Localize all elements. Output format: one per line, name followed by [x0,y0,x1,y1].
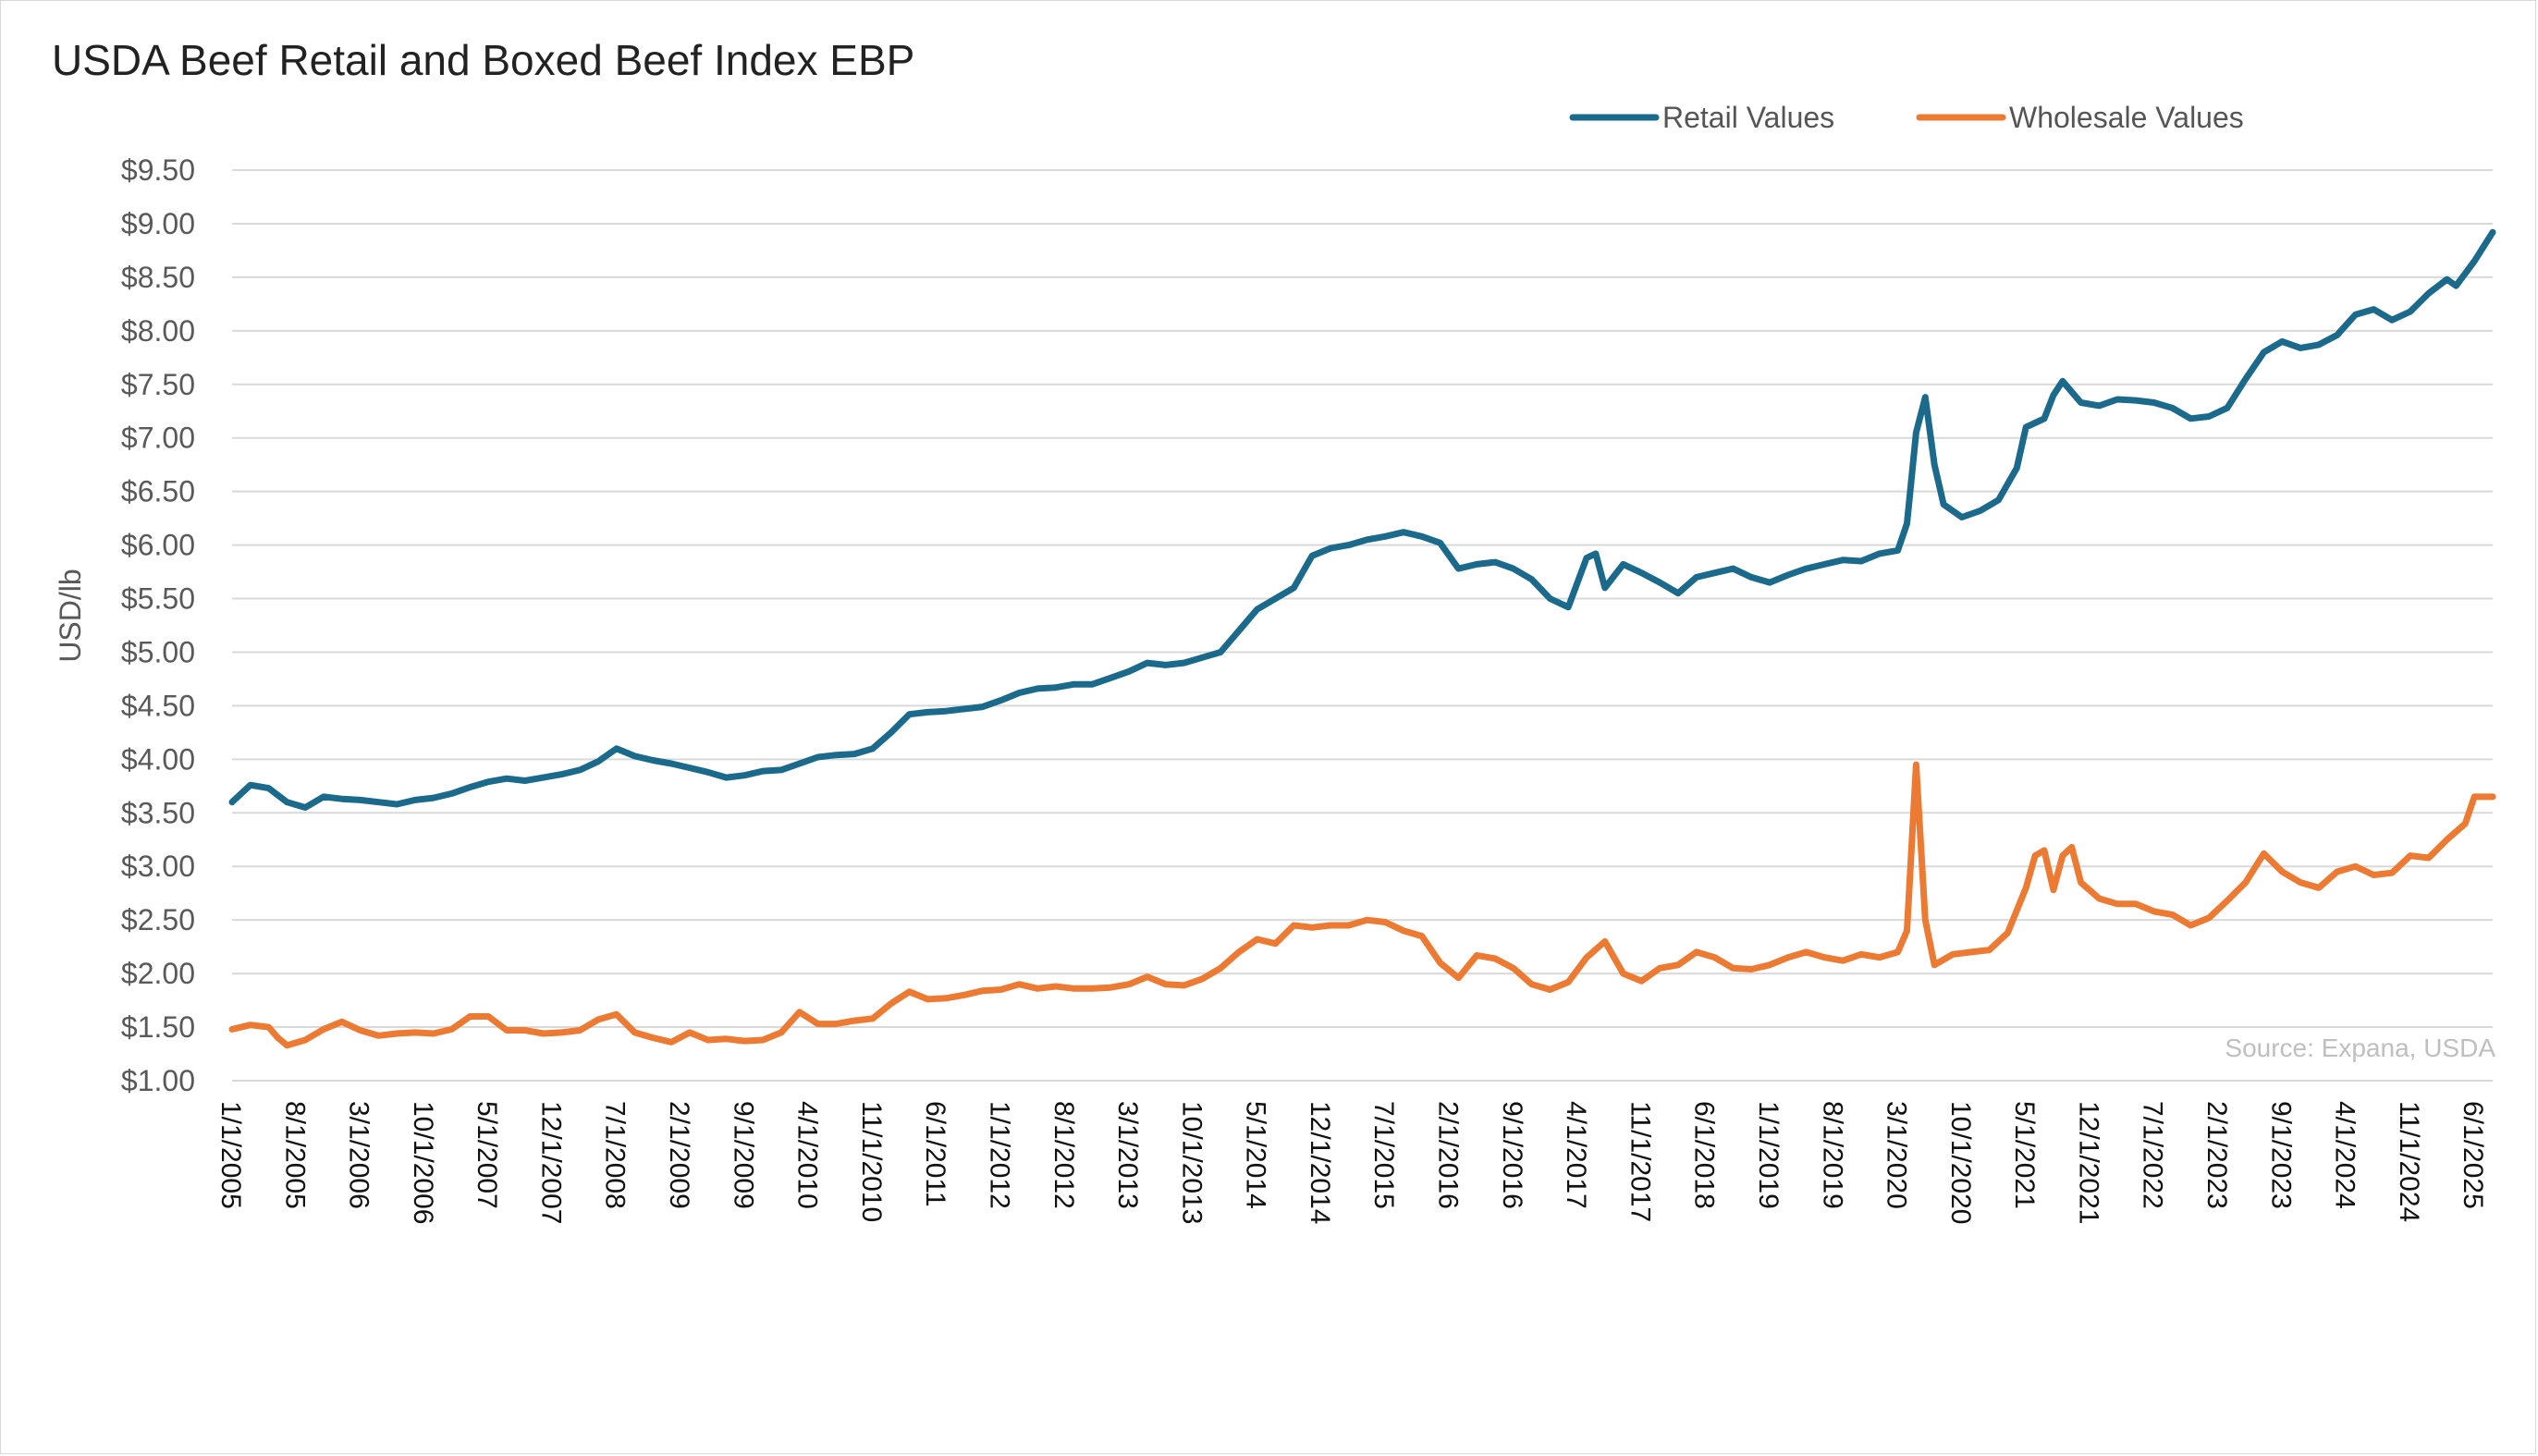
x-tick-label: 6/1/2018 [1689,1101,1720,1209]
x-tick-label: 4/1/2017 [1561,1101,1591,1209]
x-tick-label: 1/1/2012 [984,1101,1014,1209]
series-line-wholesale-values [228,761,2496,1049]
y-tick-label: $7.50 [121,368,195,401]
x-tick-label: 12/1/2021 [2073,1101,2103,1224]
y-tick-label: $5.50 [121,582,195,616]
x-tick-label: 5/1/2007 [472,1101,502,1209]
y-tick-label: $2.50 [121,903,195,936]
legend: Retail Values Wholesale Values [1569,101,2244,134]
x-tick-label: 6/1/2025 [2458,1101,2488,1209]
x-tick-label: 10/1/2006 [408,1101,438,1224]
y-tick-label: $6.50 [121,475,195,508]
x-tick-label: 11/1/2010 [856,1101,887,1222]
x-tick-label: 4/1/2010 [792,1101,823,1209]
series-line-retail-values [228,228,2496,811]
x-tick-label: 9/1/2016 [1497,1101,1527,1209]
x-tick-label: 7/1/2022 [2138,1101,2168,1209]
x-tick-label: 5/1/2021 [2009,1101,2040,1209]
x-tick-label: 3/1/2020 [1882,1101,1912,1209]
x-tick-label: 5/1/2014 [1241,1101,1271,1209]
y-tick-label: $9.50 [121,153,195,187]
x-tick-label: 2/1/2009 [664,1101,694,1209]
source-note: Source: Expana, USDA [2225,1034,2495,1062]
y-tick-label: $4.50 [121,689,195,722]
x-tick-label: 1/1/2005 [215,1101,246,1209]
y-tick-label: $4.00 [121,742,195,776]
x-tick-label: 2/1/2023 [2201,1101,2232,1209]
x-tick-label: 3/1/2013 [1112,1101,1143,1209]
legend-label-wholesale: Wholesale Values [2009,101,2244,134]
y-tick-label: $9.00 [121,207,195,240]
y-axis-ticks: $1.00 $1.50 $2.00 $2.50 $3.00 $3.50 $4.00 $4.50… [121,153,195,1097]
gridlines [232,169,2493,1082]
x-tick-label: 11/1/2017 [1625,1101,1655,1222]
x-tick-label: 11/1/2024 [2394,1101,2424,1222]
x-tick-label: 9/1/2009 [728,1101,758,1209]
x-tick-label: 12/1/2014 [1305,1101,1335,1224]
y-tick-label: $3.50 [121,796,195,829]
y-tick-label: $6.00 [121,529,195,562]
x-tick-label: 10/1/2020 [1945,1101,1976,1224]
x-tick-label: 8/1/2012 [1048,1101,1079,1209]
series-lines [228,228,2496,1049]
x-tick-label: 8/1/2005 [279,1101,310,1209]
x-tick-label: 7/1/2008 [600,1101,631,1209]
y-tick-label: $7.00 [121,422,195,455]
y-tick-label: $8.50 [121,261,195,294]
x-tick-label: 10/1/2013 [1176,1101,1207,1224]
chart-title: USDA Beef Retail and Boxed Beef Index EB… [52,36,914,84]
x-tick-label: 7/1/2015 [1368,1101,1399,1209]
y-tick-label: $5.00 [121,635,195,668]
x-tick-label: 6/1/2011 [920,1101,950,1207]
y-tick-label: $3.00 [121,850,195,883]
x-tick-label: 4/1/2024 [2330,1101,2360,1209]
y-axis-label: USD/lb [54,569,87,662]
y-tick-label: $1.00 [121,1064,195,1097]
x-tick-label: 2/1/2016 [1433,1101,1464,1209]
x-tick-label: 8/1/2019 [1817,1101,1847,1209]
y-tick-label: $2.00 [121,957,195,990]
x-tick-label: 9/1/2023 [2265,1101,2296,1209]
y-tick-label: $1.50 [121,1010,195,1044]
y-tick-label: $8.00 [121,314,195,348]
x-tick-label: 1/1/2019 [1753,1101,1784,1209]
x-tick-label: 12/1/2007 [535,1101,566,1224]
x-axis-ticks: 1/1/2005 8/1/2005 3/1/2006 10/1/2006 5/1/200… [215,1101,2488,1224]
x-tick-label: 3/1/2006 [344,1101,374,1209]
legend-label-retail: Retail Values [1662,101,1834,134]
